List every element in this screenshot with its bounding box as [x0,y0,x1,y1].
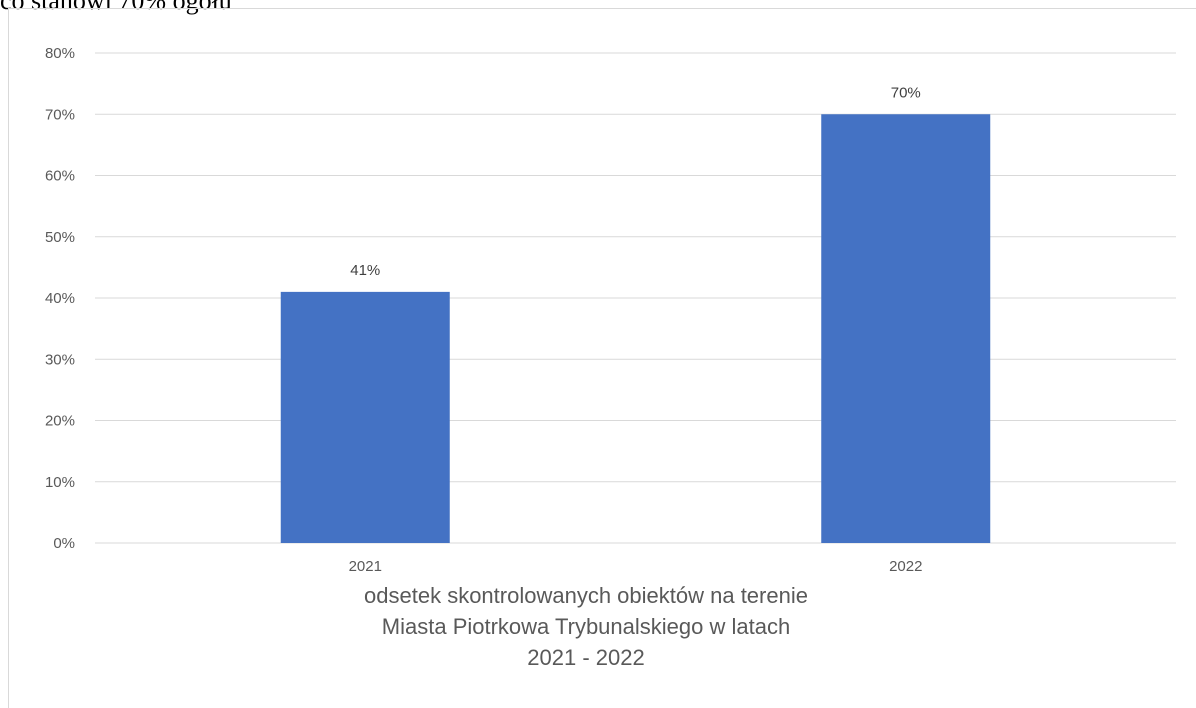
x-tick-label: 2022 [889,558,922,575]
bar-2022 [821,114,991,543]
y-tick-label: 0% [53,535,75,552]
y-tick-label: 60% [45,168,75,185]
x-axis-title: odsetek skontrolowanych obiektów na tere… [236,580,936,673]
y-tick-label: 30% [45,351,75,368]
y-tick-label: 70% [45,106,75,123]
page-text-fragment: co stanowi 70% ogółu [0,0,232,15]
y-tick-label: 40% [45,290,75,307]
x-axis-title-line-2: Miasta Piotrkowa Trybunalskiego w latach [381,614,791,639]
y-tick-label: 80% [45,45,75,62]
data-label: 70% [891,84,921,101]
chart-frame [8,8,1196,708]
data-label: 41% [350,262,380,279]
y-tick-label: 10% [45,474,75,491]
bar-2021 [280,291,450,543]
x-tick-label: 2021 [349,558,382,575]
y-tick-label: 20% [45,413,75,430]
x-axis-title-line-1: odsetek skontrolowanych obiektów na tere… [364,583,808,608]
y-tick-label: 50% [45,229,75,246]
x-axis-title-line-3: 2021 - 2022 [527,645,645,670]
